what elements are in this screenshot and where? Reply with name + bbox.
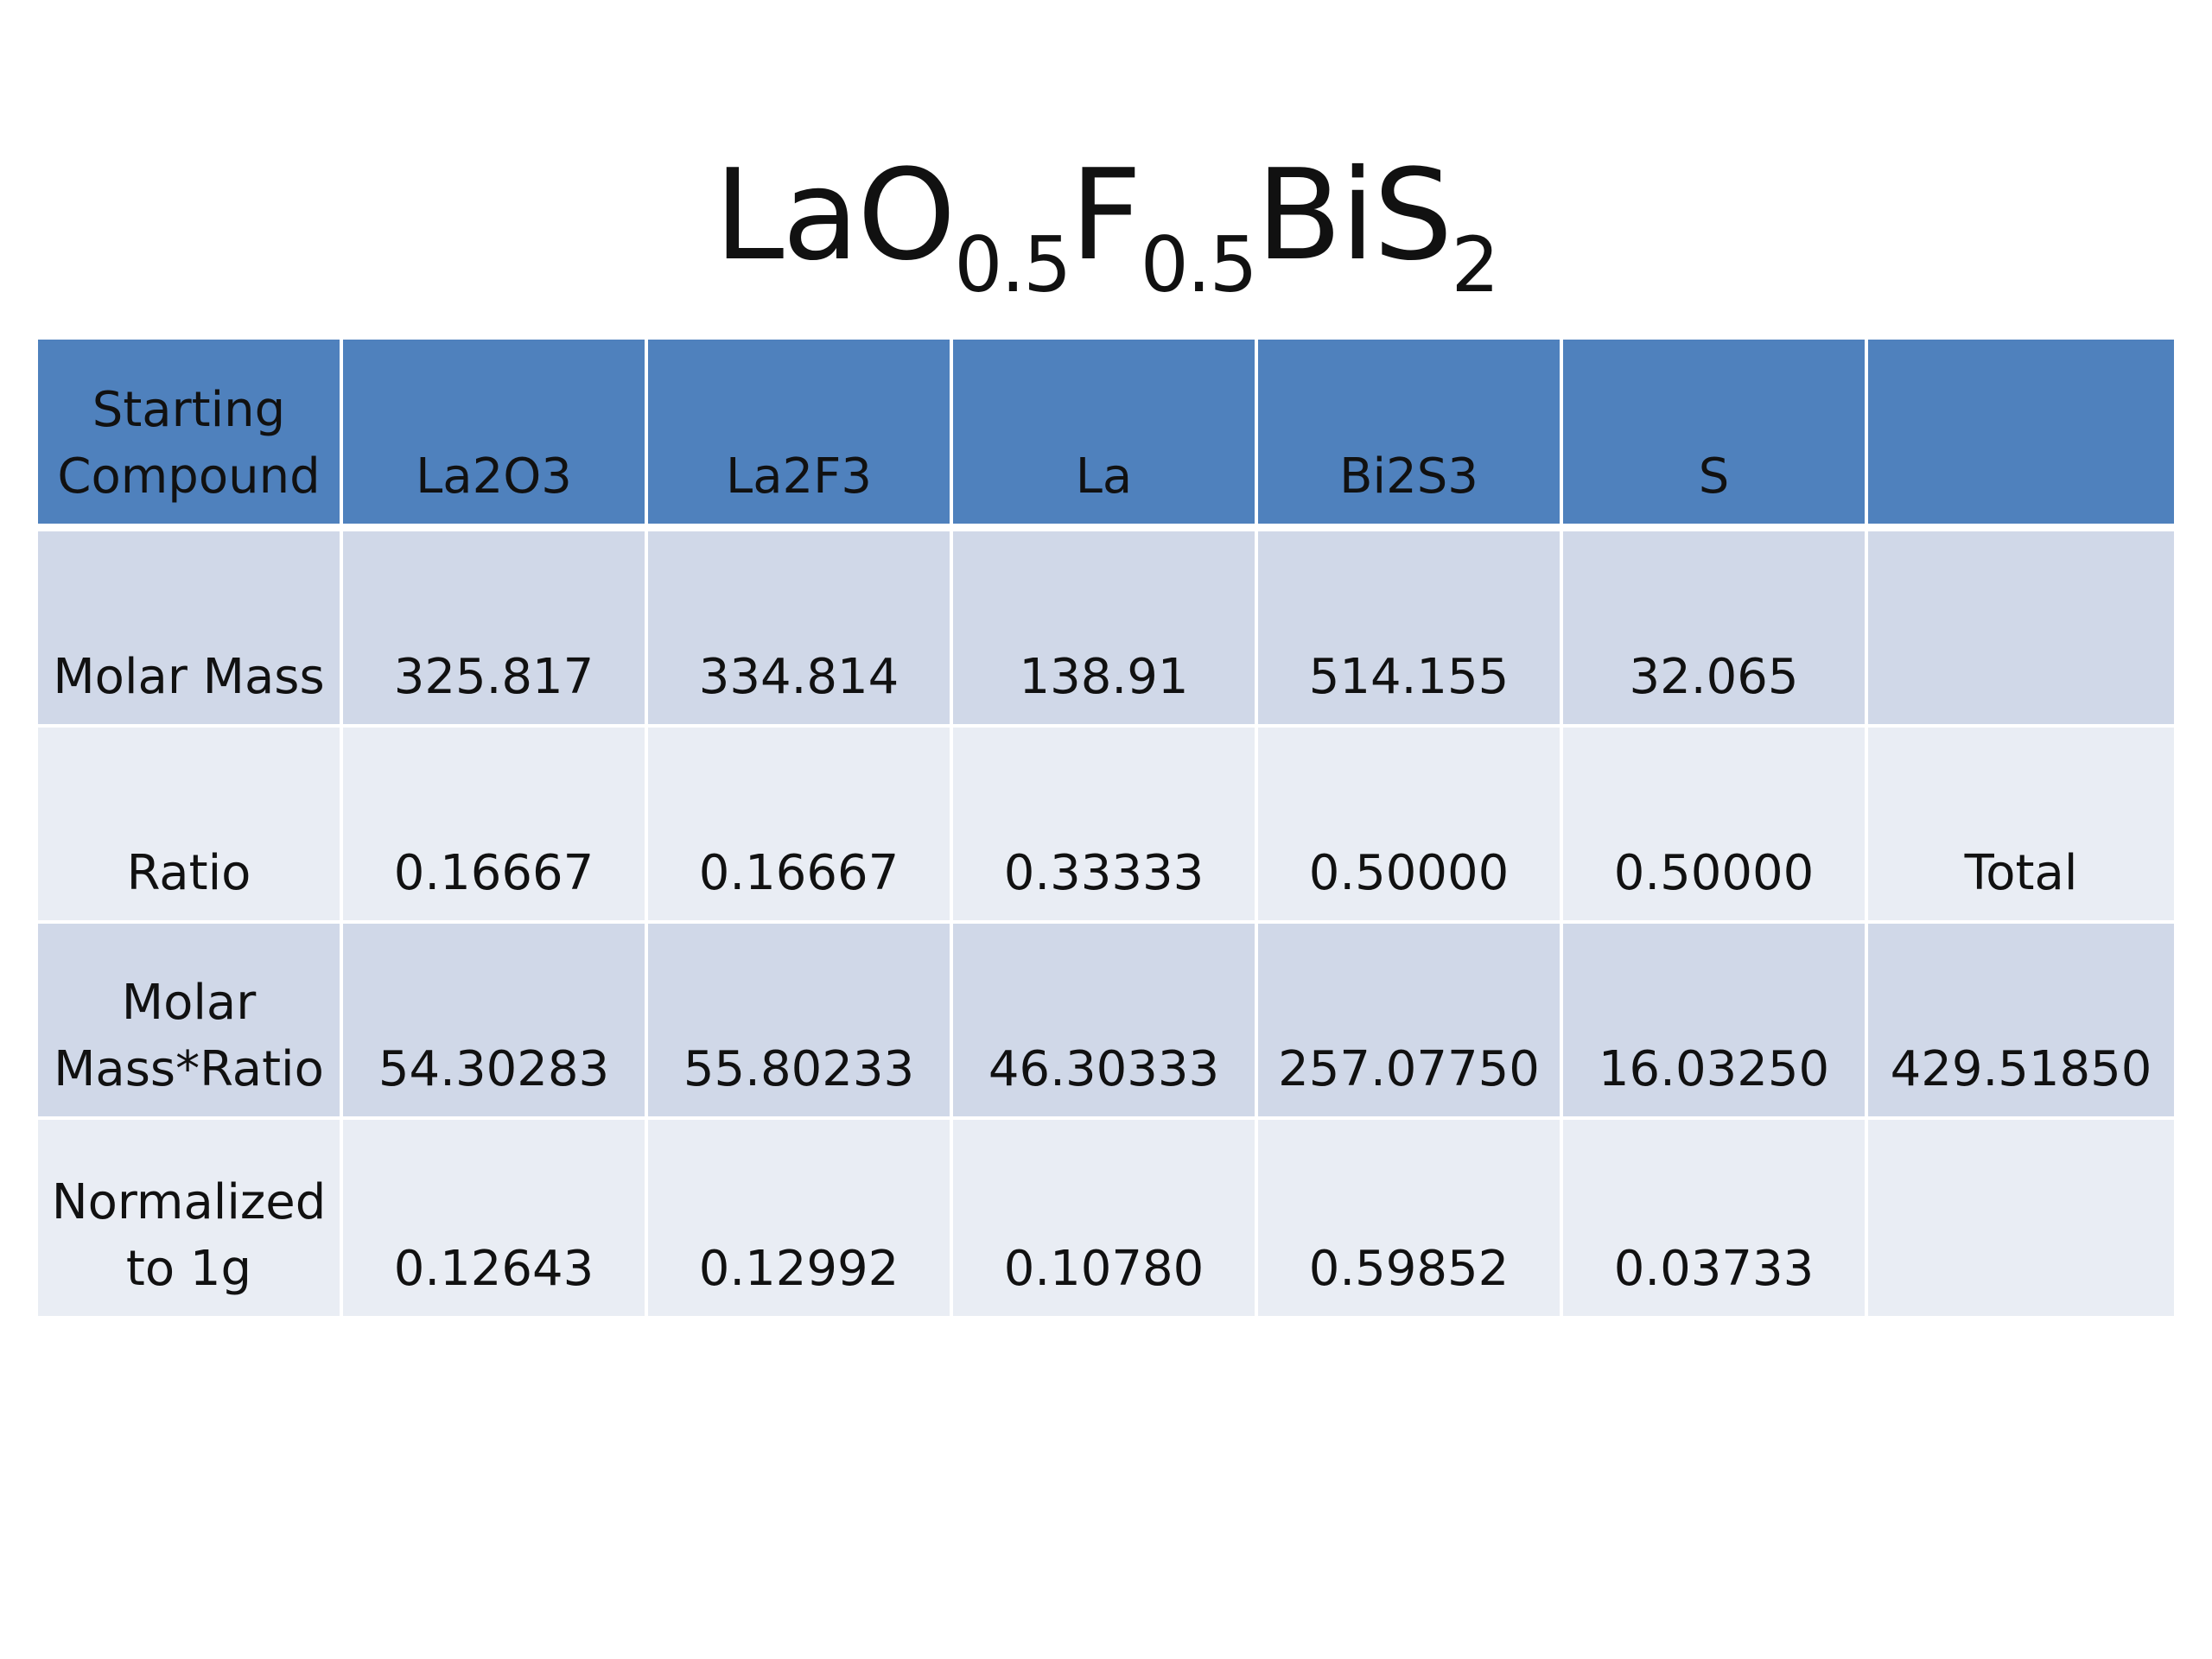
table-cell: 0.03733	[1563, 1120, 1868, 1316]
table-cell: 514.155	[1258, 531, 1563, 728]
header-cell-la: La	[953, 340, 1258, 531]
table-cell: 0.33333	[953, 728, 1258, 924]
table-cell: 0.16667	[648, 728, 953, 924]
header-cell-starting-compound: Starting Compound	[38, 340, 343, 531]
table-cell: 0.50000	[1258, 728, 1563, 924]
table-cell: 55.80233	[648, 924, 953, 1120]
table-cell: 0.16667	[343, 728, 648, 924]
table-cell: 32.065	[1563, 531, 1868, 728]
table-cell: 0.10780	[953, 1120, 1258, 1316]
table-cell: 334.814	[648, 531, 953, 728]
header-cell-la2o3: La2O3	[343, 340, 648, 531]
header-cell-s: S	[1563, 340, 1868, 531]
formula-part-la-o: LaO	[714, 143, 957, 289]
table-header-row: Starting Compound La2O3 La2F3 La Bi2S3 S	[38, 340, 2174, 531]
table-cell: 0.50000	[1563, 728, 1868, 924]
table-cell: 0.12643	[343, 1120, 648, 1316]
row-label-molar-mass-ratio: Molar Mass*Ratio	[38, 924, 343, 1120]
table-cell: 46.30333	[953, 924, 1258, 1120]
table-cell: 0.59852	[1258, 1120, 1563, 1316]
row-label-ratio: Ratio	[38, 728, 343, 924]
header-cell-empty	[1868, 340, 2174, 531]
table-cell: 325.817	[343, 531, 648, 728]
formula-subscript-s: 2	[1451, 220, 1499, 309]
table-row-ratio: Ratio 0.16667 0.16667 0.33333 0.50000 0.…	[38, 728, 2174, 924]
table-row-normalized: Normalized to 1g 0.12643 0.12992 0.10780…	[38, 1120, 2174, 1316]
table-row-molar-mass: Molar Mass 325.817 334.814 138.91 514.15…	[38, 531, 2174, 728]
header-cell-la2f3: La2F3	[648, 340, 953, 531]
table-cell: 138.91	[953, 531, 1258, 728]
formula-subscript-o: 0.5	[954, 220, 1071, 309]
total-value-cell: 429.51850	[1868, 924, 2174, 1120]
table-cell: 257.07750	[1258, 924, 1563, 1120]
total-label-cell: Total	[1868, 728, 2174, 924]
formula-part-bi-s: BiS	[1255, 143, 1453, 289]
header-cell-bi2s3: Bi2S3	[1258, 340, 1563, 531]
compound-table: Starting Compound La2O3 La2F3 La Bi2S3 S…	[38, 340, 2174, 1316]
formula-part-f: F	[1070, 143, 1141, 289]
table-row-molar-mass-ratio: Molar Mass*Ratio 54.30283 55.80233 46.30…	[38, 924, 2174, 1120]
slide-title: LaO0.5F0.5BiS2	[0, 138, 2212, 310]
formula-subscript-f: 0.5	[1140, 220, 1258, 309]
row-label-normalized: Normalized to 1g	[38, 1120, 343, 1316]
table-cell	[1868, 531, 2174, 728]
table-cell: 0.12992	[648, 1120, 953, 1316]
table-cell: 54.30283	[343, 924, 648, 1120]
table-cell: 16.03250	[1563, 924, 1868, 1120]
table-cell	[1868, 1120, 2174, 1316]
row-label-molar-mass: Molar Mass	[38, 531, 343, 728]
